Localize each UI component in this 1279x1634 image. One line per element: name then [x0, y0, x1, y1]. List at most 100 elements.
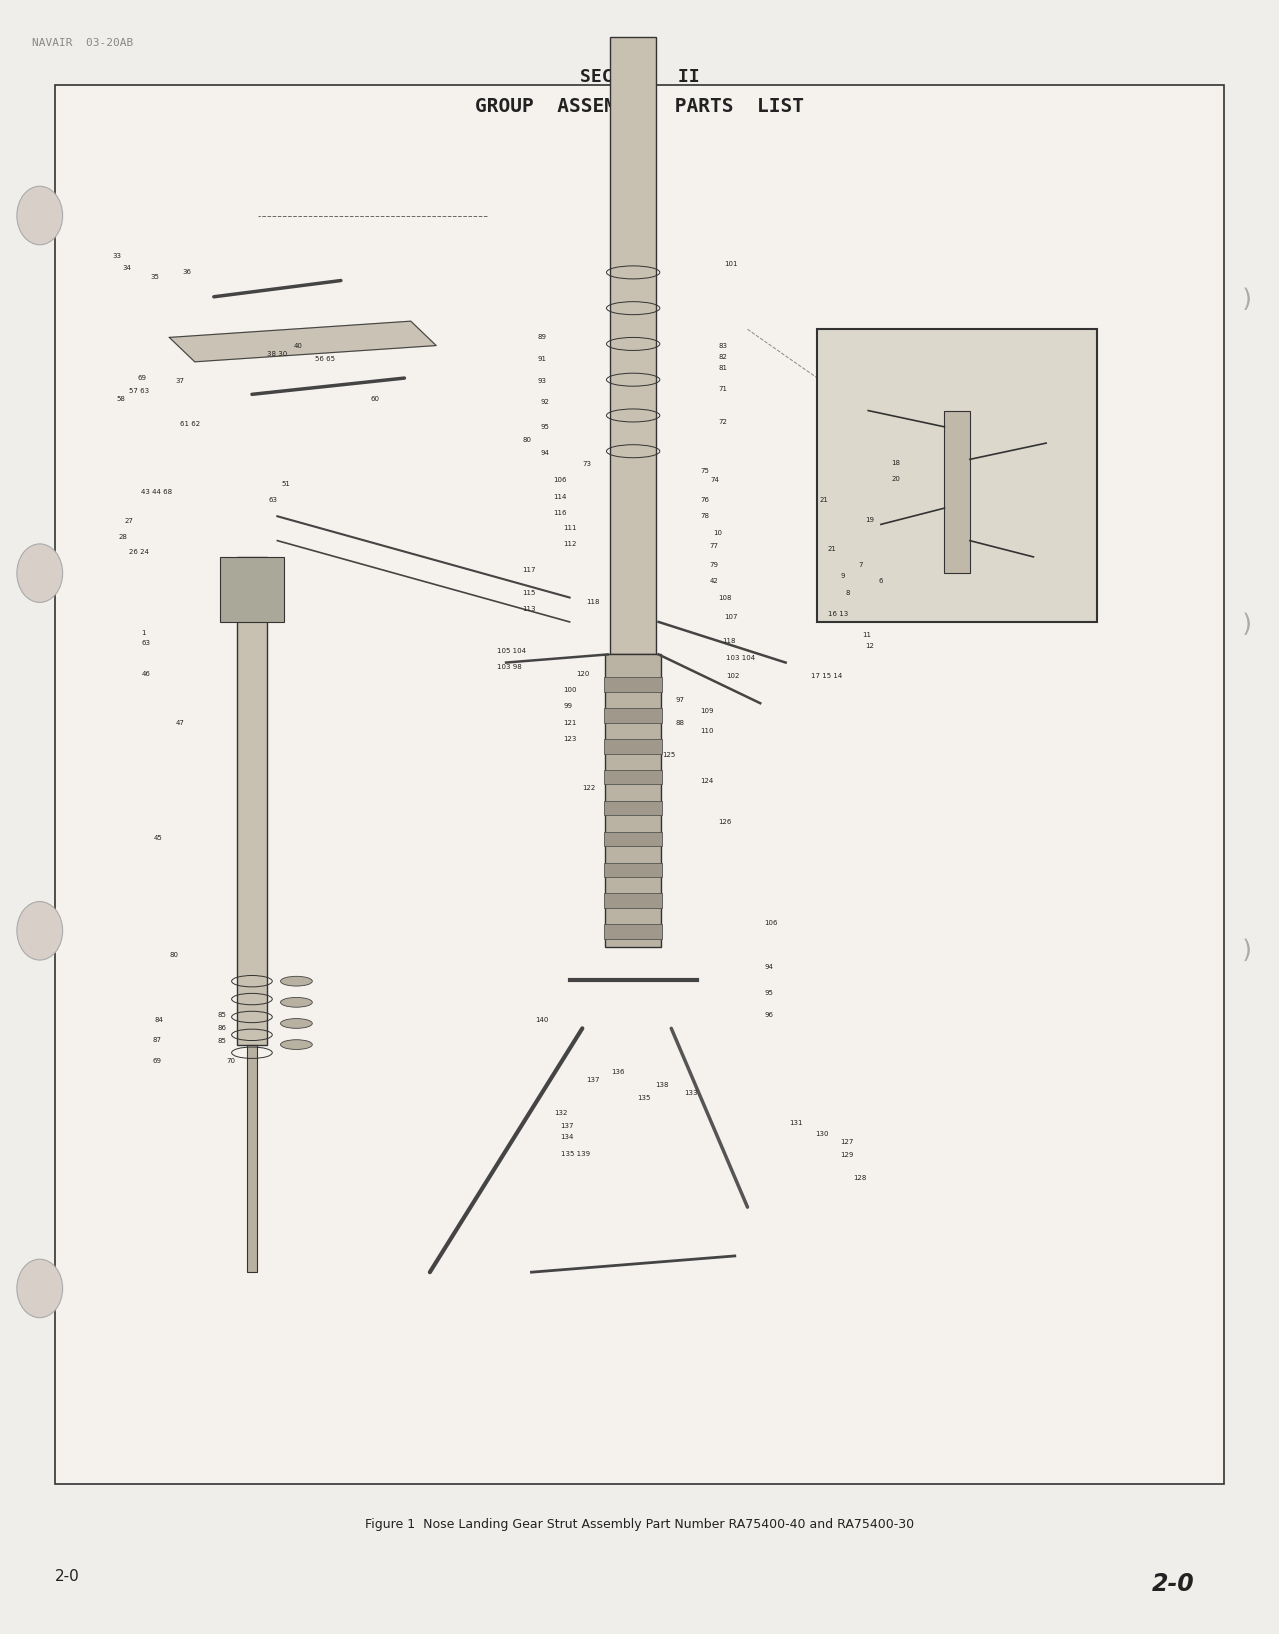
Circle shape — [17, 902, 63, 961]
Text: 116: 116 — [553, 510, 567, 516]
Text: 43 44 68: 43 44 68 — [142, 489, 173, 495]
Text: 26 24: 26 24 — [129, 549, 148, 556]
Text: 106: 106 — [764, 920, 778, 926]
Text: 76: 76 — [701, 497, 710, 503]
Text: 94: 94 — [541, 449, 549, 456]
Text: 112: 112 — [563, 541, 577, 547]
Text: 107: 107 — [725, 614, 738, 619]
Text: 134: 134 — [560, 1134, 574, 1141]
Text: 16 13: 16 13 — [828, 611, 848, 616]
Text: 80: 80 — [169, 953, 178, 958]
Ellipse shape — [280, 997, 312, 1007]
Text: 36: 36 — [182, 270, 191, 276]
Text: (: ( — [1238, 609, 1248, 634]
Text: 92: 92 — [541, 399, 549, 405]
Text: 122: 122 — [582, 784, 596, 791]
Text: 21: 21 — [828, 546, 836, 552]
Bar — [220, 557, 284, 623]
Text: 57 63: 57 63 — [129, 389, 148, 394]
Text: 77: 77 — [710, 542, 719, 549]
Text: 42: 42 — [710, 578, 718, 585]
Ellipse shape — [280, 1018, 312, 1028]
Text: 102: 102 — [726, 673, 739, 678]
Text: (: ( — [1238, 935, 1248, 959]
Circle shape — [17, 186, 63, 245]
Text: 103 104: 103 104 — [726, 655, 755, 660]
Text: 99: 99 — [563, 704, 572, 709]
Text: 17 15 14: 17 15 14 — [811, 673, 843, 678]
Text: 117: 117 — [523, 567, 536, 574]
Text: SECTION  II: SECTION II — [579, 69, 700, 87]
Text: 80: 80 — [523, 436, 532, 443]
Text: 38 30: 38 30 — [267, 351, 288, 356]
Text: 79: 79 — [710, 562, 719, 569]
Polygon shape — [169, 322, 436, 361]
Text: 51: 51 — [281, 480, 290, 487]
Text: 28: 28 — [119, 534, 128, 541]
Text: 18: 18 — [891, 459, 900, 466]
Bar — [610, 36, 656, 655]
Text: 88: 88 — [675, 719, 684, 725]
Text: 2-0: 2-0 — [55, 1569, 79, 1583]
Text: 1: 1 — [142, 631, 146, 636]
Text: 95: 95 — [541, 423, 549, 430]
Bar — [944, 410, 969, 574]
Text: 91: 91 — [538, 356, 547, 361]
Text: 131: 131 — [789, 1119, 803, 1126]
Bar — [604, 863, 663, 877]
FancyBboxPatch shape — [55, 85, 1224, 1484]
Text: 12: 12 — [866, 644, 875, 649]
Text: 94: 94 — [764, 964, 773, 969]
Text: 27: 27 — [125, 518, 134, 525]
Text: 63: 63 — [269, 497, 278, 503]
Text: 8: 8 — [845, 590, 849, 596]
Text: 140: 140 — [536, 1018, 549, 1023]
Text: 71: 71 — [719, 387, 728, 392]
Bar — [605, 655, 661, 948]
Text: 132: 132 — [554, 1109, 568, 1116]
Text: Figure 1  Nose Landing Gear Strut Assembly Part Number RA75400-40 and RA75400-30: Figure 1 Nose Landing Gear Strut Assembl… — [365, 1518, 914, 1531]
Text: 93: 93 — [538, 379, 547, 384]
Text: 136: 136 — [611, 1069, 625, 1075]
Text: 128: 128 — [853, 1175, 866, 1181]
Text: 34: 34 — [123, 265, 132, 271]
Text: 21: 21 — [820, 497, 829, 503]
Bar — [604, 770, 663, 784]
Bar — [604, 832, 663, 846]
Text: 137: 137 — [586, 1077, 600, 1083]
Text: 101: 101 — [725, 261, 738, 268]
Text: 105 104: 105 104 — [498, 649, 526, 654]
Text: 7: 7 — [858, 562, 862, 569]
Text: 69: 69 — [138, 376, 147, 381]
Text: 96: 96 — [764, 1013, 773, 1018]
Bar — [604, 894, 663, 909]
Text: 46: 46 — [142, 672, 150, 676]
Text: 103 98: 103 98 — [498, 665, 522, 670]
Text: 63: 63 — [142, 641, 151, 645]
Text: 111: 111 — [563, 525, 577, 531]
Text: 138: 138 — [655, 1082, 668, 1088]
Text: 118: 118 — [586, 600, 600, 606]
Text: 113: 113 — [523, 606, 536, 611]
Text: 2-0: 2-0 — [1152, 1572, 1195, 1596]
Text: 129: 129 — [840, 1152, 853, 1159]
Text: 72: 72 — [719, 418, 728, 425]
Text: 106: 106 — [553, 477, 567, 484]
Bar — [237, 557, 267, 1044]
Bar — [247, 1044, 257, 1273]
Text: 127: 127 — [840, 1139, 853, 1145]
Text: 110: 110 — [701, 727, 714, 734]
Text: 47: 47 — [175, 719, 184, 725]
Text: 74: 74 — [711, 477, 720, 484]
Text: 60: 60 — [370, 395, 379, 402]
Text: 115: 115 — [523, 590, 536, 596]
Ellipse shape — [280, 1039, 312, 1049]
Text: 121: 121 — [563, 719, 577, 725]
Text: 69: 69 — [152, 1057, 162, 1064]
Text: 95: 95 — [764, 990, 773, 995]
Bar — [604, 801, 663, 815]
Text: 118: 118 — [723, 639, 735, 644]
Text: 83: 83 — [719, 343, 728, 348]
Text: 56 65: 56 65 — [316, 356, 335, 361]
Text: 35: 35 — [151, 275, 159, 281]
